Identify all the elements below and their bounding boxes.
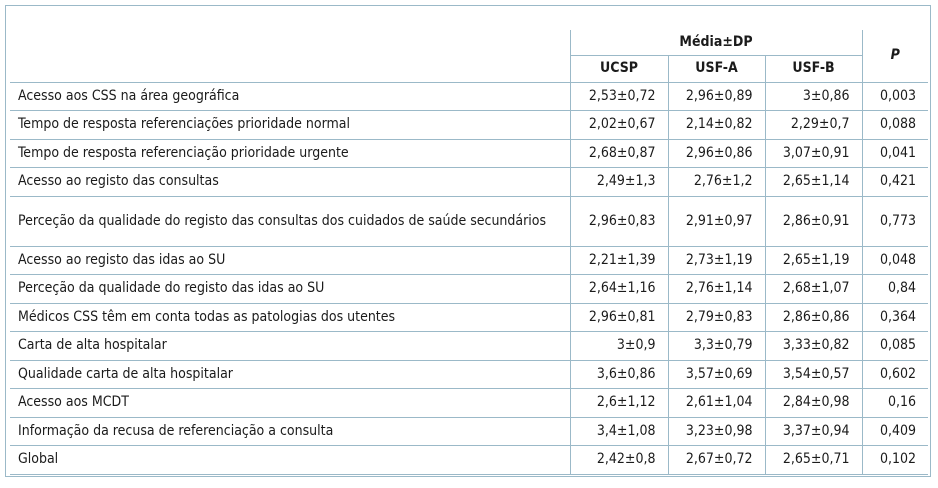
frame xyxy=(5,5,931,477)
cell-value: 0,602 xyxy=(861,359,929,389)
cell-value: 3,37±0,94 xyxy=(764,416,863,446)
group-header: Média±DP xyxy=(569,30,863,56)
cell-value: 0,409 xyxy=(861,416,929,446)
cell-value: 3±0,86 xyxy=(764,81,863,111)
table-row: Perceção da qualidade do registo das ida… xyxy=(10,274,929,304)
cell-value: 2,21±1,39 xyxy=(569,245,669,275)
row-label: Tempo de resposta referenciação priorida… xyxy=(10,138,571,168)
cell-value: 2,96±0,81 xyxy=(569,302,669,332)
cell-value: 3,54±0,57 xyxy=(764,359,863,389)
cell-value: 2,14±0,82 xyxy=(667,110,766,140)
table-row: Informação da recusa de referenciação a … xyxy=(10,416,929,446)
cell-value: 0,84 xyxy=(861,274,929,304)
cell-value: 2,53±0,72 xyxy=(569,81,669,111)
cell-value: 2,65±1,19 xyxy=(764,245,863,275)
row-label: Acesso ao registo das consultas xyxy=(10,167,571,197)
cell-value: 2,84±0,98 xyxy=(764,388,863,418)
cell-value: 3,4±1,08 xyxy=(569,416,669,446)
row-label: Acesso aos MCDT xyxy=(10,388,571,418)
table-row: Tempo de resposta referenciação priorida… xyxy=(10,138,929,168)
table-row: Médicos CSS têm em conta todas as patolo… xyxy=(10,302,929,332)
row-label: Carta de alta hospitalar xyxy=(10,331,571,361)
p-header: P xyxy=(861,30,929,83)
cell-value: 2,29±0,7 xyxy=(764,110,863,140)
results-table: Média±DP P UCSP USF-A USF-B Acesso aos CSS… xyxy=(10,30,929,475)
cell-value: 2,61±1,04 xyxy=(667,388,766,418)
table-row: Perceção da qualidade do registo das con… xyxy=(10,195,929,247)
cell-value: 0,003 xyxy=(861,81,929,111)
cell-value: 3,07±0,91 xyxy=(764,138,863,168)
cell-value: 2,42±0,8 xyxy=(569,445,669,475)
table-row: Acesso aos CSS na área geográfica 2,53±0,… xyxy=(10,81,929,111)
cell-value: 2,86±0,86 xyxy=(764,302,863,332)
row-label: Qualidade carta de alta hospitalar xyxy=(10,359,571,389)
cell-value: 2,02±0,67 xyxy=(569,110,669,140)
cell-value: 2,68±1,07 xyxy=(764,274,863,304)
cell-value: 2,76±1,14 xyxy=(667,274,766,304)
cell-value: 2,73±1,19 xyxy=(667,245,766,275)
cell-value: 2,91±0,97 xyxy=(667,195,766,247)
cell-value: 2,79±0,83 xyxy=(667,302,766,332)
cell-value: 0,421 xyxy=(861,167,929,197)
cell-value: 2,67±0,72 xyxy=(667,445,766,475)
table-row: Global 2,42±0,8 2,67±0,72 2,65±0,71 0,102 xyxy=(10,445,929,475)
row-label: Global xyxy=(10,445,571,475)
row-label: Acesso aos CSS na área geográfica xyxy=(10,81,571,111)
table-row: Acesso aos MCDT 2,6±1,12 2,61±1,04 2,84±0,9… xyxy=(10,388,929,418)
row-label: Perceção da qualidade do registo das ida… xyxy=(10,274,571,304)
cell-value: 3±0,9 xyxy=(569,331,669,361)
cell-value: 0,085 xyxy=(861,331,929,361)
cell-value: 3,33±0,82 xyxy=(764,331,863,361)
cell-value: 0,102 xyxy=(861,445,929,475)
cell-value: 2,96±0,83 xyxy=(569,195,669,247)
row-label: Perceção da qualidade do registo das con… xyxy=(10,195,571,247)
cell-value: 2,68±0,87 xyxy=(569,138,669,168)
cell-value: 2,6±1,12 xyxy=(569,388,669,418)
table-row: Carta de alta hospitalar 3±0,9 3,3±0,79 3,3… xyxy=(10,331,929,361)
cell-value: 0,364 xyxy=(861,302,929,332)
cell-value: 2,96±0,86 xyxy=(667,138,766,168)
column-header: UCSP xyxy=(570,54,669,83)
cell-value: 0,048 xyxy=(861,245,929,275)
table-row: Acesso ao registo das idas ao SU 2,21±1,3… xyxy=(10,245,929,275)
row-label: Tempo de resposta referenciações priorid… xyxy=(10,110,571,140)
cell-value: 3,57±0,69 xyxy=(667,359,766,389)
cell-value: 2,65±0,71 xyxy=(764,445,863,475)
row-label: Médicos CSS têm em conta todas as patolo… xyxy=(10,302,571,332)
cell-value: 0,773 xyxy=(861,195,929,247)
cell-value: 2,65±1,14 xyxy=(764,167,863,197)
cell-value: 2,49±1,3 xyxy=(569,167,669,197)
cell-value: 2,76±1,2 xyxy=(667,167,766,197)
cell-value: 2,96±0,89 xyxy=(667,81,766,111)
row-label: Informação da recusa de referenciação a … xyxy=(10,416,571,446)
cell-value: 3,6±0,86 xyxy=(569,359,669,389)
cell-value: 3,3±0,79 xyxy=(667,331,766,361)
table-row: Acesso ao registo das consultas 2,49±1,3 2… xyxy=(10,167,929,197)
cell-value: 2,86±0,91 xyxy=(764,195,863,247)
table-row: Qualidade carta de alta hospitalar 3,6±0,… xyxy=(10,359,929,389)
cell-value: 2,64±1,16 xyxy=(569,274,669,304)
column-header: USF-A xyxy=(667,54,766,83)
row-label: Acesso ao registo das idas ao SU xyxy=(10,245,571,275)
header-blank xyxy=(10,30,571,83)
table-row: Tempo de resposta referenciações priorid… xyxy=(10,110,929,140)
cell-value: 0,088 xyxy=(861,110,929,140)
cell-value: 3,23±0,98 xyxy=(667,416,766,446)
column-header: USF-B xyxy=(764,54,863,83)
cell-value: 0,16 xyxy=(861,388,929,418)
cell-value: 0,041 xyxy=(861,138,929,168)
